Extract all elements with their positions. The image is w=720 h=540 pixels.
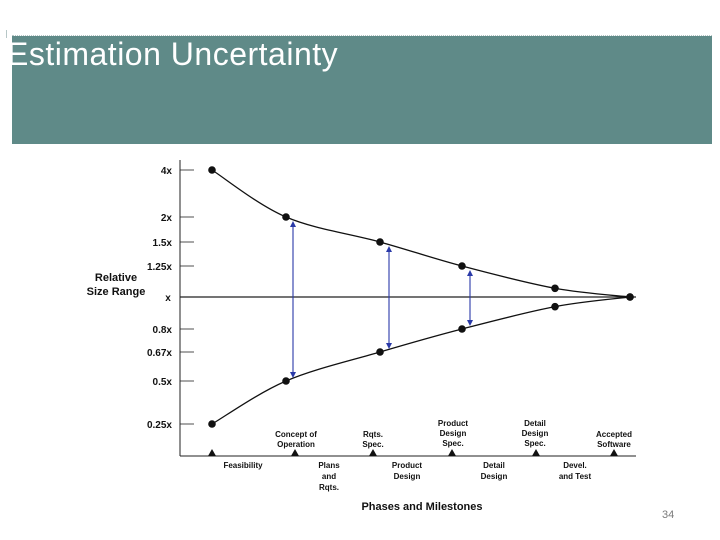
upper-data-point [376, 238, 384, 246]
x-axis-triangle-tick [610, 449, 618, 456]
range-arrow-head-up [467, 270, 473, 276]
corner-mark [6, 30, 15, 38]
y-tick-label: 0.8x [153, 325, 173, 336]
phase-label: Devel. and Test [559, 461, 592, 481]
slide-number: 34 [662, 509, 675, 521]
range-arrow-head-up [386, 246, 392, 252]
range-arrow-head-down [290, 372, 296, 378]
top-rule [12, 35, 712, 36]
milestone-label: Rqts. Spec. [362, 430, 383, 449]
chart-range-arrows [290, 221, 473, 378]
y-tick-label: x [165, 293, 171, 304]
milestone-labels: Concept of Operation Rqts. Spec. Product Desi… [275, 419, 632, 449]
y-tick-label: 4x [161, 166, 173, 177]
milestone-label: Detail Design Spec. [522, 419, 549, 448]
upper-data-point [282, 213, 290, 221]
milestone-label: Product Design Spec. [438, 419, 469, 448]
x-axis-title: Phases and Milestones [361, 501, 482, 513]
upper-data-point [551, 284, 559, 293]
upper-bound-curve [211, 169, 631, 298]
lower-data-point [551, 302, 559, 311]
y-tick-label: 0.25x [147, 420, 172, 431]
axis-titles: Relative Size Range Phases and Milestones [87, 272, 483, 513]
x-axis-triangle-tick [532, 449, 540, 456]
y-tick-label: 1.25x [147, 262, 172, 273]
upper-data-point [458, 262, 466, 270]
slide-title: Estimation Uncertainty [7, 36, 339, 72]
x-axis-triangle-tick [448, 449, 456, 456]
y-tick-label: 0.5x [153, 377, 173, 388]
title-bar [12, 36, 712, 144]
y-tick-labels: 4x 2x 1.5x 1.25x x 0.8x 0.67x 0.5x 0.25x [147, 166, 172, 431]
chart-points [208, 166, 634, 428]
milestone-label: Concept of Operation [275, 430, 317, 449]
y-tick-label: 1.5x [153, 238, 173, 249]
phase-label: Feasibility [223, 461, 263, 470]
y-tick-label: 2x [161, 213, 173, 224]
chart-axes [179, 160, 636, 457]
x-axis-triangle-tick [208, 449, 216, 456]
lower-data-point [376, 348, 384, 356]
lower-data-point [282, 377, 290, 385]
lower-data-point [208, 420, 216, 428]
phase-label: Detail Design [481, 461, 508, 481]
phase-label: Product Design [392, 461, 423, 481]
upper-data-point [208, 166, 216, 174]
x-axis-triangle-tick [369, 449, 377, 456]
lower-bound-curve [211, 296, 631, 425]
phase-labels: Feasibility Plans and Rqts. Product Design Det… [223, 461, 591, 492]
range-arrow-head-down [386, 343, 392, 349]
x-axis-triangle-tick [291, 449, 299, 456]
phase-label: Plans and Rqts. [318, 461, 340, 492]
milestone-label: Accepted Software [596, 430, 632, 449]
y-axis-title: Relative Size Range [87, 272, 146, 298]
range-arrow-head-down [467, 320, 473, 326]
lower-data-point [458, 325, 466, 333]
y-tick-label: 0.67x [147, 348, 172, 359]
range-arrow-head-up [290, 221, 296, 227]
lower-data-point [626, 293, 634, 301]
